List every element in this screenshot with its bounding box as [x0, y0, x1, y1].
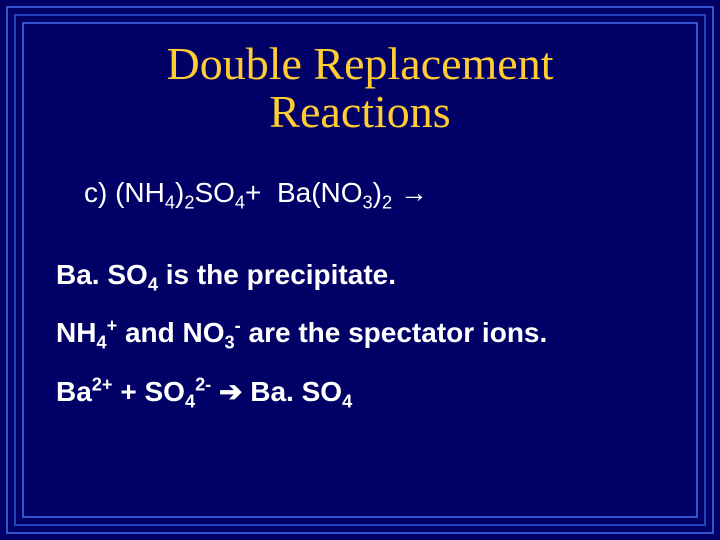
- eq-r1-sub3: 4: [235, 192, 245, 212]
- l3-sub3: 4: [342, 391, 352, 411]
- l1-p2: is the precipitate.: [158, 259, 396, 290]
- spectator-line: NH4+ and NO3- are the spectator ions.: [56, 315, 664, 351]
- eq-r1-sub2: 2: [184, 192, 194, 212]
- slide-title: Double Replacement Reactions: [56, 40, 664, 137]
- eq-r2-mid: ): [373, 177, 382, 208]
- eq-r1a: (NH: [115, 177, 165, 208]
- eq-r1-sub1: 4: [165, 192, 175, 212]
- title-line-2: Reactions: [269, 86, 450, 137]
- l3-plus1: +: [113, 376, 145, 407]
- slide-content: Double Replacement Reactions c) (NH4)2SO…: [28, 28, 692, 512]
- eq-r1-mid: ): [175, 177, 184, 208]
- eq-label: c): [84, 177, 107, 208]
- eq-r1b: SO: [194, 177, 234, 208]
- eq-r2-sub1: 3: [363, 192, 373, 212]
- l2-p1: NH: [56, 317, 96, 348]
- l1-p1: Ba. SO: [56, 259, 148, 290]
- l2-p2: and NO: [117, 317, 224, 348]
- l3-sup2: 2-: [195, 374, 211, 394]
- title-line-1: Double Replacement: [166, 38, 553, 89]
- eq-r2-sub2: 2: [382, 192, 392, 212]
- l2-sub1: 4: [96, 333, 106, 353]
- l3-p3: Ba. SO: [250, 376, 342, 407]
- l3-arrow: ➔: [211, 376, 250, 407]
- l2-sup1: +: [107, 316, 118, 336]
- l3-sup1: 2+: [92, 374, 113, 394]
- equation-line: c) (NH4)2SO4+ Ba(NO3)2 →: [84, 175, 664, 211]
- l3-sub2: 4: [185, 391, 195, 411]
- l2-p3: are the spectator ions.: [241, 317, 548, 348]
- l3-p2: SO: [144, 376, 184, 407]
- precipitate-line: Ba. SO4 is the precipitate.: [56, 257, 664, 293]
- eq-r2a: Ba(NO: [277, 177, 363, 208]
- eq-arrow: →: [400, 177, 428, 208]
- l1-sub1: 4: [148, 275, 158, 295]
- l3-p1: Ba: [56, 376, 92, 407]
- eq-plus: +: [245, 177, 261, 208]
- l2-sub2: 3: [225, 333, 235, 353]
- net-ionic-line: Ba2+ + SO42- ➔ Ba. SO4: [56, 374, 664, 410]
